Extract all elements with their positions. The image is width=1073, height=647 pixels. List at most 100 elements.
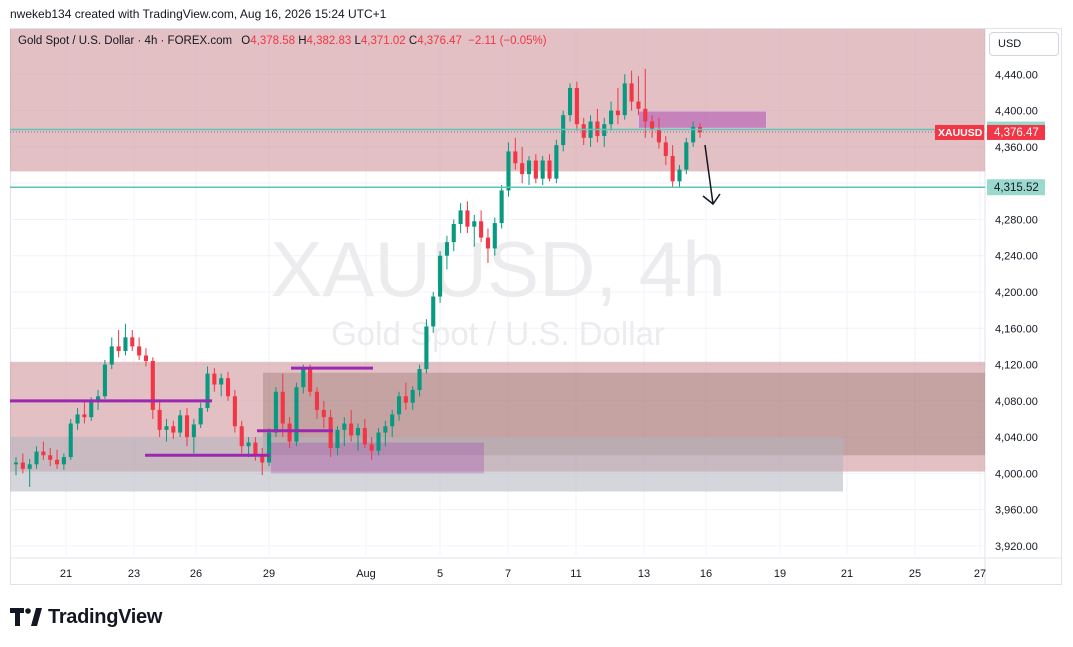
tradingview-logo-icon [10, 608, 42, 626]
price-tick-label: 4,360.00 [995, 142, 1038, 154]
candle-body [328, 417, 333, 448]
candle-body [533, 160, 538, 179]
candle-body [294, 387, 299, 442]
candle-body [403, 396, 408, 403]
candle-body [622, 83, 627, 116]
candle-body [451, 223, 456, 243]
candle-body [506, 151, 511, 191]
price-axis: 4,440.004,400.004,360.004,320.004,280.00… [935, 69, 1045, 553]
candle-body [225, 378, 231, 397]
watermark-symbol: XAUUSD, 4h [270, 225, 725, 313]
candle-body [205, 373, 210, 409]
tradingview-logo-text: TradingView [48, 605, 163, 628]
bearish-arrow-head [702, 193, 721, 206]
level-label-lower: 4,315.52 [994, 182, 1039, 194]
time-tick-label: 11 [570, 568, 581, 580]
candle-body [198, 408, 203, 425]
candle-body [164, 426, 169, 430]
candle-body [54, 459, 60, 465]
time-tick-label: 13 [638, 568, 650, 580]
time-tick-label: 21 [841, 568, 853, 580]
candle-body [27, 464, 32, 469]
candle-body [13, 462, 19, 465]
symbol-description[interactable]: Gold Spot / U.S. Dollar · 4h · FOREX.com [18, 35, 233, 47]
currency-button[interactable]: USD [989, 32, 1059, 56]
time-tick-label: 26 [190, 568, 202, 580]
candle-body [458, 210, 463, 224]
candle-body [191, 424, 196, 438]
candle-body [526, 160, 532, 175]
time-tick-label: 5 [437, 568, 443, 580]
tradingview-logo: TradingView [10, 605, 162, 629]
candle-body [595, 121, 600, 137]
candle-body [41, 451, 46, 456]
candle-body [396, 396, 402, 415]
candle-body [157, 409, 162, 430]
high-value: 4,382.83 [306, 35, 352, 47]
change-value: −2.11 (−0.05%) [468, 35, 547, 47]
candle-body [219, 378, 224, 385]
chart-frame [10, 28, 1062, 585]
candle-body [438, 255, 443, 297]
drawing-zones [10, 29, 985, 492]
candle-body [102, 364, 107, 397]
candle-body [431, 296, 436, 327]
candle-body [232, 396, 237, 427]
open-label: O [241, 35, 251, 47]
candle-body [68, 423, 73, 458]
candle-body [342, 423, 347, 430]
price-tick-label: 3,920.00 [995, 541, 1038, 553]
candle-body [479, 221, 484, 238]
candle-body [485, 237, 491, 249]
candle-body [301, 369, 306, 388]
symbol-legend[interactable]: Gold Spot / U.S. Dollar · 4h · FOREX.com… [18, 35, 547, 47]
symbol-tag: XAUUSD [938, 127, 983, 139]
candle-body [581, 124, 586, 138]
candle-body [287, 423, 292, 442]
candle-body [48, 455, 53, 460]
candle-body [123, 337, 128, 351]
candle-body [34, 451, 39, 465]
price-tick-label: 4,280.00 [995, 214, 1038, 226]
high-label: H [298, 35, 307, 47]
candle-body [615, 110, 620, 116]
candle-body [390, 414, 395, 427]
candle-body [314, 391, 320, 410]
candle-body [376, 432, 381, 451]
low-value: 4,371.02 [360, 35, 406, 47]
candle-body [246, 442, 251, 447]
drawing-overlays [10, 128, 985, 457]
candle-body [184, 415, 190, 438]
candle-body [472, 221, 477, 227]
watermark-description: Gold Spot / U.S. Dollar [331, 315, 665, 352]
candle-body [444, 242, 449, 256]
close-value: 4,376.47 [417, 35, 462, 47]
low-label: L [354, 35, 361, 47]
candles [13, 68, 703, 487]
candle-body [369, 444, 374, 451]
price-tick-label: 4,400.00 [995, 106, 1038, 118]
bearish-arrow [704, 144, 714, 205]
candle-body [253, 442, 258, 456]
candle-body [335, 429, 340, 448]
candle-body [308, 369, 313, 392]
chart-credit: nwekeb134 created with TradingView.com, … [10, 7, 387, 21]
time-tick-label: Aug [356, 568, 376, 580]
candle-body [520, 163, 525, 175]
supply-order-block [637, 109, 768, 130]
level-label-bg [987, 179, 1045, 196]
candle-body [349, 423, 354, 436]
candle-body [137, 346, 142, 356]
candle-body [171, 426, 176, 433]
candle-body [150, 360, 155, 410]
candle-body [547, 160, 552, 179]
candle-body [89, 400, 94, 418]
grey-support-zone [10, 437, 843, 492]
close-label: C [408, 35, 418, 47]
price-tick-label: 4,040.00 [995, 432, 1038, 444]
time-tick-label: 29 [263, 568, 275, 580]
candle-body [362, 428, 367, 445]
price-tick-label: 4,440.00 [995, 69, 1038, 81]
candle-body [355, 428, 361, 436]
